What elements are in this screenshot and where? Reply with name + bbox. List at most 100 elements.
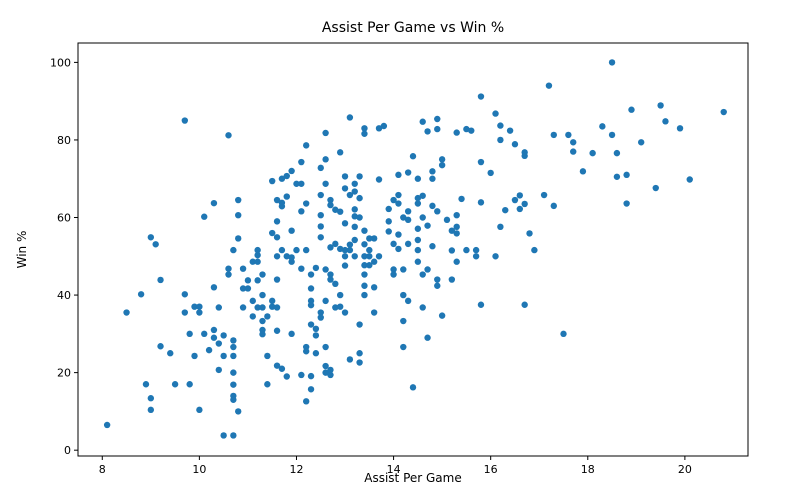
data-point	[346, 114, 354, 121]
data-point	[370, 284, 378, 291]
data-point	[186, 381, 193, 388]
data-point	[531, 246, 538, 254]
y-axis-label: Win %	[15, 231, 29, 269]
data-point	[438, 156, 446, 163]
y-tick-label: 80	[57, 134, 71, 147]
data-point	[356, 321, 363, 328]
data-point	[312, 350, 320, 357]
data-point	[230, 337, 237, 344]
data-point	[259, 317, 266, 325]
x-tick-label: 10	[192, 463, 206, 476]
data-point	[540, 191, 548, 199]
data-point	[623, 200, 630, 207]
data-point	[429, 168, 436, 175]
data-point	[676, 125, 684, 132]
data-point	[254, 251, 261, 259]
data-point	[317, 191, 324, 199]
data-point	[400, 343, 407, 351]
data-point	[385, 218, 392, 225]
data-point	[322, 297, 329, 305]
data-point	[395, 171, 402, 179]
data-point	[273, 362, 281, 369]
data-point	[230, 396, 237, 403]
data-point	[385, 228, 392, 235]
data-point	[361, 227, 368, 234]
data-point	[370, 258, 378, 265]
data-point	[254, 258, 261, 265]
data-point	[215, 366, 222, 374]
data-point	[225, 271, 232, 278]
data-point	[424, 128, 431, 135]
data-point	[468, 127, 475, 134]
data-point	[254, 246, 261, 254]
data-point	[419, 192, 426, 199]
data-point	[273, 196, 281, 204]
data-point	[254, 304, 261, 311]
data-point	[327, 196, 334, 204]
data-point	[312, 264, 320, 272]
data-point	[341, 173, 349, 180]
data-point	[215, 304, 222, 311]
data-point	[409, 384, 417, 391]
data-point	[390, 240, 397, 248]
data-point	[351, 236, 358, 244]
data-point	[346, 356, 354, 363]
data-point	[570, 148, 577, 155]
data-point	[356, 350, 363, 357]
data-point	[332, 280, 339, 288]
data-point	[400, 266, 407, 273]
data-point	[628, 106, 635, 113]
data-point	[302, 200, 310, 207]
data-point	[157, 343, 164, 350]
data-point	[298, 180, 305, 187]
data-point	[506, 127, 514, 134]
data-point	[332, 304, 339, 311]
data-point	[210, 326, 218, 334]
data-point	[230, 352, 237, 360]
data-point	[414, 236, 422, 244]
data-point	[264, 313, 271, 320]
data-point	[225, 265, 232, 272]
data-point	[400, 214, 407, 221]
data-point	[341, 185, 349, 192]
data-point	[191, 352, 198, 360]
data-point	[157, 276, 164, 284]
data-point	[181, 117, 189, 124]
data-point	[521, 301, 528, 308]
data-point	[453, 258, 460, 265]
data-point	[171, 381, 179, 388]
data-point	[147, 234, 155, 241]
data-point	[327, 201, 334, 209]
data-point	[438, 312, 446, 319]
data-point	[264, 381, 271, 388]
data-point	[516, 205, 524, 213]
data-point	[273, 253, 281, 260]
data-point	[298, 208, 305, 215]
data-point	[419, 118, 426, 125]
data-point	[278, 246, 286, 254]
data-point	[327, 271, 334, 278]
data-point	[434, 115, 441, 123]
data-point	[361, 271, 368, 278]
data-point	[448, 247, 456, 254]
data-point	[210, 199, 218, 207]
data-point	[720, 108, 727, 116]
data-point	[477, 199, 485, 206]
data-point	[395, 200, 402, 207]
data-point	[322, 362, 329, 370]
x-tick-label: 18	[581, 463, 595, 476]
data-point	[346, 241, 354, 248]
data-point	[458, 195, 465, 203]
data-point	[273, 327, 281, 334]
data-point	[181, 309, 189, 316]
data-point	[196, 303, 203, 310]
data-point	[351, 223, 358, 231]
data-point	[419, 271, 426, 278]
data-point	[327, 366, 334, 374]
data-point	[545, 82, 553, 89]
data-point	[385, 205, 392, 213]
data-point	[239, 285, 247, 292]
data-point	[652, 184, 659, 192]
data-point	[463, 246, 470, 254]
data-point	[307, 386, 315, 393]
